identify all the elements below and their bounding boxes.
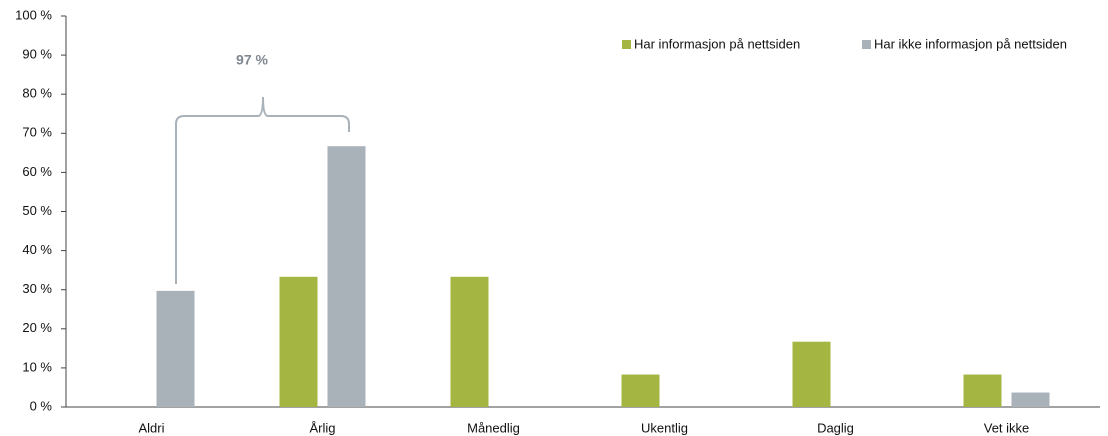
x-tick-label: Årlig — [309, 420, 335, 435]
y-tick-label: 40 % — [22, 242, 52, 257]
bar — [1011, 392, 1050, 407]
x-tick-label: Månedlig — [467, 420, 520, 435]
y-tick-label: 20 % — [22, 320, 52, 335]
brace — [175, 96, 350, 284]
y-tick-label: 100 % — [15, 7, 52, 22]
y-tick-label: 60 % — [22, 164, 52, 179]
bar — [156, 290, 195, 407]
legend-swatch — [622, 40, 631, 49]
x-tick-label: Vet ikke — [984, 420, 1030, 435]
y-tick-label: 50 % — [22, 203, 52, 218]
bar — [327, 146, 366, 407]
bar — [450, 276, 489, 407]
y-tick-label: 30 % — [22, 281, 52, 296]
bar — [792, 341, 831, 407]
legend-label: Har ikke informasjon på nettsiden — [874, 36, 1067, 51]
y-tick-label: 80 % — [22, 86, 52, 101]
annotation: 97 % — [236, 52, 268, 68]
x-tick-label: Aldri — [138, 420, 164, 435]
x-tick-label: Ukentlig — [641, 420, 688, 435]
bar — [963, 374, 1002, 407]
legend-swatch — [862, 40, 871, 49]
y-tick-label: 90 % — [22, 47, 52, 62]
bar — [621, 374, 660, 407]
legend-label: Har informasjon på nettsiden — [634, 36, 800, 51]
y-tick-label: 70 % — [22, 125, 52, 140]
bar — [279, 276, 318, 407]
y-tick-label: 10 % — [22, 359, 52, 374]
y-tick-label: 0 % — [30, 398, 53, 413]
x-tick-label: Daglig — [817, 420, 854, 435]
